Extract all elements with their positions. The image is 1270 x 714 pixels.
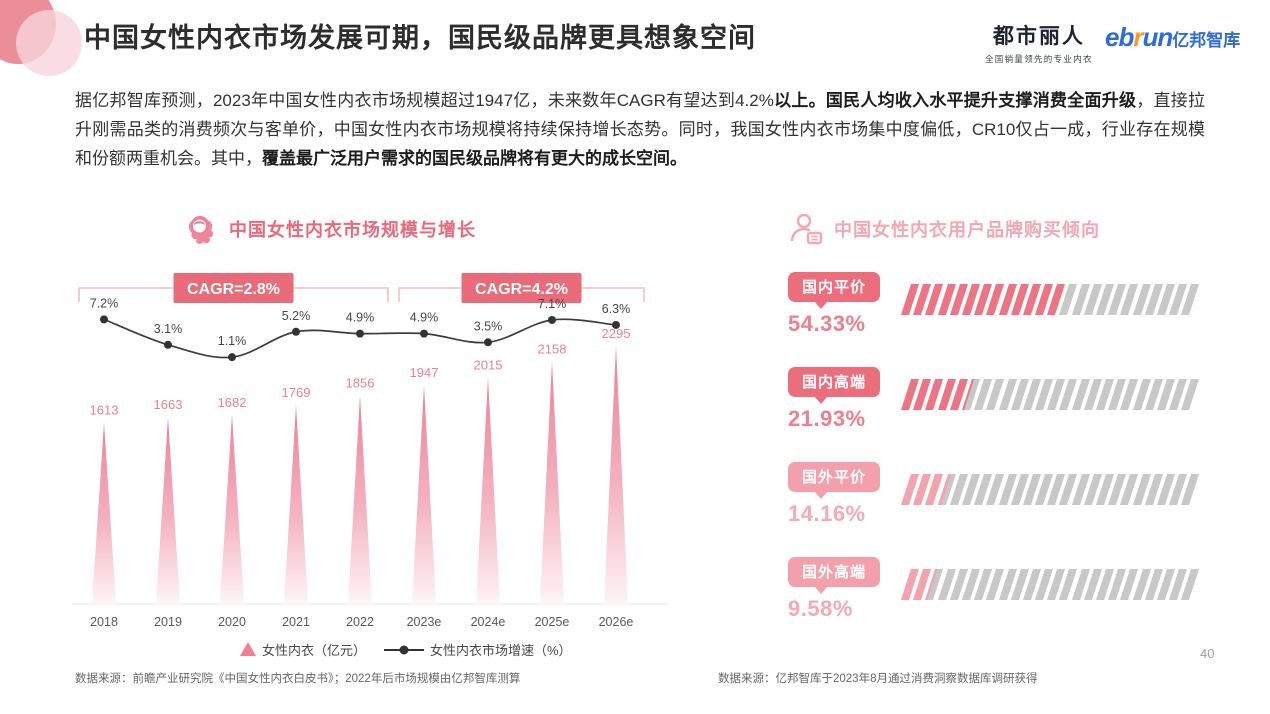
category-percentage: 21.93%: [788, 406, 866, 431]
legend-bar-label: 女性内衣（亿元）: [262, 643, 366, 658]
bar-value-label: 1663: [154, 397, 183, 412]
x-axis-label: 2019: [154, 615, 182, 629]
bar-value-label: 1769: [282, 385, 311, 400]
x-axis-label: 2025e: [535, 615, 570, 629]
category-badge: 国内平价: [788, 272, 880, 309]
bar-spike: [92, 422, 116, 604]
market-size-growth-chart: CAGR=2.8% CAGR=4.2% 1613 2018 1663 2019 1682 20…: [72, 273, 668, 658]
page-title: 中国女性内衣市场发展可期，国民级品牌更具想象空间: [84, 23, 756, 53]
intro-segment-bold: 覆盖最广泛用户需求的国民级品牌将有更大的成长空间。: [262, 149, 687, 169]
bar-value-label: 2295: [602, 326, 631, 341]
x-axis-label: 2023e: [407, 615, 442, 629]
intro-segment: 据亿邦智库预测，2023年中国女性内衣市场规模超过1947亿，未来数年CAGR有…: [75, 91, 774, 110]
bar-value-label: 1856: [346, 375, 375, 390]
user-icon: [788, 211, 824, 247]
x-axis-label: 2024e: [471, 615, 506, 629]
intro-segment: ，直接拉升刚需品类的消费频次与客单价，中国女性内衣市场规模将持续保持增长态势。同…: [75, 91, 1206, 169]
growth-value-label: 3.5%: [474, 319, 503, 333]
growth-value-label: 4.9%: [410, 311, 439, 325]
intro-paragraph: 据亿邦智库预测，2023年中国女性内衣市场规模超过1947亿，未来数年CAGR有…: [75, 86, 1205, 174]
bar-value-label: 2158: [538, 341, 567, 356]
bar-value-label: 1682: [218, 395, 247, 410]
brand-row: 国内平价 54.33%: [788, 272, 1208, 367]
bar-spike: [284, 405, 308, 604]
x-axis-label: 2021: [282, 615, 310, 629]
bar-spike: [604, 346, 628, 604]
segment-bar: [900, 569, 1200, 600]
growth-line-point: [484, 338, 492, 347]
chart-legend: 女性内衣（亿元） 女性内衣市场增速（%）: [240, 642, 572, 658]
legend-bar-swatch: [240, 642, 256, 656]
x-axis-label: 2018: [90, 615, 118, 629]
category-badge: 国内高端: [788, 367, 880, 404]
growth-value-label: 7.2%: [90, 296, 119, 310]
cagr-box: [173, 273, 294, 303]
x-axis-label: 2020: [218, 615, 246, 629]
bar-spike: [540, 361, 564, 604]
category-percentage: 54.33%: [788, 311, 866, 336]
growth-line-point: [292, 327, 300, 336]
ebrun-logo: ebrun亿邦智库: [1105, 22, 1240, 53]
x-axis-label: 2026e: [599, 615, 634, 629]
cagr-label: CAGR=2.8%: [187, 281, 280, 298]
growth-value-label: 1.1%: [218, 334, 247, 348]
brand-row: 国外高端 9.58%: [788, 557, 1208, 652]
growth-line-point: [420, 329, 428, 338]
ebrun-logo-cn: 亿邦智库: [1172, 31, 1241, 50]
left-chart-title: 中国女性内衣市场规模与增长: [229, 220, 476, 240]
decor-circle-light: [16, 10, 82, 76]
woman-icon: [185, 212, 219, 246]
source-note-right: 数据来源：亿邦智库于2023年8月通过消费洞察数据库调研获得: [718, 673, 1038, 685]
brand-row: 国内高端 21.93%: [788, 367, 1208, 462]
category-badge: 国外平价: [788, 462, 880, 499]
x-axis-label: 2022: [346, 615, 374, 629]
category-percentage: 9.58%: [788, 596, 853, 621]
growth-line-point: [164, 340, 172, 349]
left-chart-header: 中国女性内衣市场规模与增长: [185, 208, 476, 250]
source-note-left: 数据来源：前瞻产业研究院《中国女性内衣白皮书》；2022年后市场规模由亿邦智库测…: [75, 673, 521, 685]
growth-value-label: 6.3%: [602, 302, 631, 316]
intro-segment-bold: 以上。国民人均收入水平提升支撑消费全面升级: [773, 91, 1137, 110]
dushilieren-logo: 都市丽人 全国销量领先的专业内衣: [985, 20, 1093, 65]
bar-value-label: 1947: [410, 365, 439, 380]
ebrun-logo-latin: ebrun: [1105, 22, 1173, 52]
bar-spike: [412, 385, 436, 604]
right-chart-title: 中国女性内衣用户品牌购买倾向: [834, 220, 1100, 240]
dushilieren-logo-name: 都市丽人: [992, 25, 1085, 48]
bar-spike: [476, 377, 500, 604]
growth-line-point: [228, 353, 236, 362]
growth-value-label: 3.1%: [154, 322, 183, 336]
growth-line-point: [100, 315, 108, 324]
growth-line-point: [548, 315, 556, 324]
growth-value-label: 4.9%: [346, 311, 375, 325]
brand-preference-chart: 国内平价 54.33% 国内高端 21.93% 国外平价 14.16% 国外高端 9.58%: [788, 272, 1208, 652]
brand-row: 国外平价 14.16%: [788, 462, 1208, 557]
category-badge: 国外高端: [788, 557, 880, 594]
growth-value-label: 7.1%: [538, 297, 567, 311]
segment-bar: [900, 284, 1200, 315]
segment-bar: [900, 379, 1200, 410]
cagr-box: [461, 273, 582, 303]
page-number: 40: [1200, 646, 1215, 661]
legend-line-label: 女性内衣市场增速（%）: [430, 643, 572, 658]
bar-spike: [220, 414, 244, 604]
bar-value-label: 2015: [474, 357, 503, 372]
category-percentage: 14.16%: [788, 501, 866, 526]
growth-line-point: [612, 320, 620, 329]
right-chart-header: 中国女性内衣用户品牌购买倾向: [788, 208, 1100, 250]
dushilieren-logo-tagline: 全国销量领先的专业内衣: [985, 54, 1093, 64]
segment-bar: [900, 474, 1200, 505]
bar-value-label: 1613: [90, 403, 119, 418]
growth-line-point: [356, 329, 364, 338]
growth-value-label: 5.2%: [282, 309, 311, 323]
bar-spike: [156, 417, 180, 604]
bar-spike: [348, 395, 372, 604]
cagr-label: CAGR=4.2%: [475, 281, 568, 298]
